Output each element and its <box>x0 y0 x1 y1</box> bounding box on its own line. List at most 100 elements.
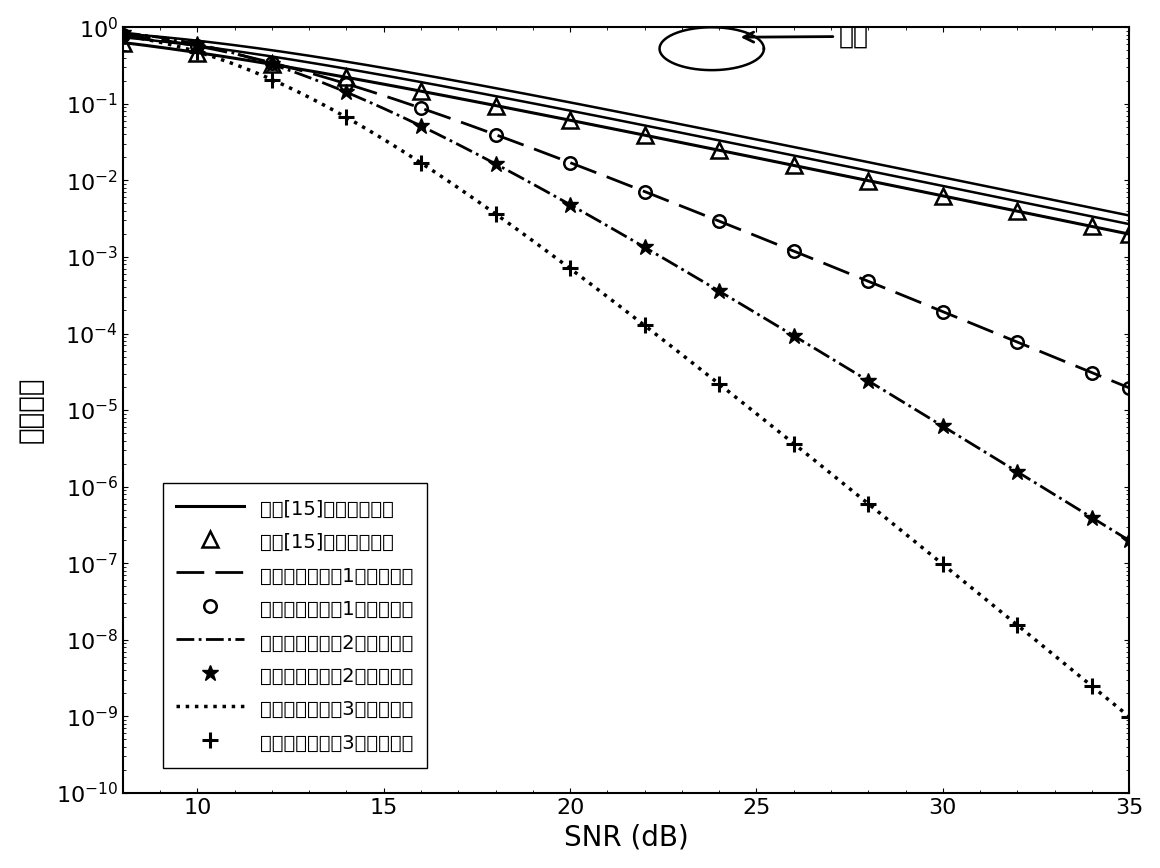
所提方案基数为1时的精确值 <box>919 299 933 310</box>
文献[15]方案的精确值 <box>919 187 933 198</box>
文献[15]方案的模拟值 <box>1010 206 1024 216</box>
文献[15]方案的精确值 <box>523 107 537 117</box>
所提方案基数为1时的模拟值 <box>264 57 278 68</box>
所提方案基数为3时的模拟值 <box>190 47 204 57</box>
文献[15]方案的精确值 <box>1122 229 1136 240</box>
所提方案基数为1时的模拟值 <box>1010 337 1024 347</box>
所提方案基数为3时的模拟值 <box>638 320 652 331</box>
所提方案基数为1时的模拟值 <box>861 276 875 286</box>
所提方案基数为2时的模拟值 <box>1122 536 1136 546</box>
所提方案基数为2时的模拟值 <box>1010 467 1024 477</box>
所提方案基数为1时的精确值 <box>807 254 821 265</box>
所提方案基数为1时的精确值 <box>523 142 537 153</box>
所提方案基数为2时的模拟值 <box>414 121 428 131</box>
所提方案基数为3时的精确值 <box>900 530 914 541</box>
所提方案基数为3时的精确值 <box>559 260 573 271</box>
文献[15]方案的模拟值 <box>190 48 204 58</box>
所提方案基数为2时的模拟值 <box>936 421 950 431</box>
所提方案基数为1时的模拟值 <box>414 103 428 114</box>
Line: 所提方案基数为2时的精确值: 所提方案基数为2时的精确值 <box>123 33 1129 541</box>
所提方案基数为2时的模拟值 <box>861 376 875 386</box>
文献[15]方案的精确值 <box>807 164 821 174</box>
所提方案基数为1时的模拟值 <box>563 157 577 168</box>
所提方案基数为3时的模拟值 <box>414 158 428 168</box>
所提方案基数为3时的模拟值 <box>861 498 875 509</box>
所提方案基数为1时的模拟值 <box>340 79 354 89</box>
所提方案基数为2时的精确值 <box>807 343 821 353</box>
所提方案基数为2时的模拟值 <box>340 87 354 97</box>
Legend: 文献[15]方案的精确值, 文献[15]方案的模拟值, 所提方案基数为1时的精确值, 所提方案基数为1时的模拟值, 所提方案基数为2时的精确值, 所提方案基数为: 文献[15]方案的精确值, 文献[15]方案的模拟值, 所提方案基数为1时的精确… <box>162 483 427 768</box>
文献[15]方案的精确值 <box>900 183 914 194</box>
所提方案基数为3时的模拟值 <box>1010 620 1024 630</box>
所提方案基数为3时的精确值 <box>116 30 130 41</box>
所提方案基数为2时的模拟值 <box>638 242 652 253</box>
所提方案基数为3时的模拟值 <box>264 75 278 85</box>
文献[15]方案的模拟值 <box>712 145 726 155</box>
所提方案基数为2时的精确值 <box>1122 536 1136 546</box>
所提方案基数为1时的模拟值 <box>1085 367 1099 378</box>
所提方案基数为2时的模拟值 <box>190 39 204 49</box>
文献[15]方案的模拟值 <box>638 130 652 141</box>
所提方案基数为1时的精确值 <box>116 30 130 40</box>
所提方案基数为3时的精确值 <box>218 56 232 66</box>
文献[15]方案的模拟值 <box>861 175 875 186</box>
所提方案基数为1时的模拟值 <box>1122 383 1136 393</box>
文献[15]方案的模拟值 <box>340 72 354 82</box>
文献[15]方案的模拟值 <box>936 191 950 201</box>
所提方案基数为1时的模拟值 <box>190 41 204 51</box>
所提方案基数为1时的精确值 <box>1122 383 1136 393</box>
所提方案基数为1时的模拟值 <box>488 129 502 140</box>
文献[15]方案的模拟值 <box>488 101 502 111</box>
所提方案基数为1时的精确值 <box>559 156 573 167</box>
所提方案基数为3时的模拟值 <box>786 438 800 449</box>
所提方案基数为2时的精确值 <box>523 177 537 187</box>
所提方案基数为2时的模拟值 <box>786 331 800 341</box>
所提方案基数为2时的模拟值 <box>488 159 502 169</box>
所提方案基数为1时的模拟值 <box>936 306 950 317</box>
所提方案基数为3时的模拟值 <box>1122 712 1136 722</box>
Line: 所提方案基数为1时的精确值: 所提方案基数为1时的精确值 <box>123 35 1129 388</box>
所提方案基数为1时的精确值 <box>900 292 914 302</box>
所提方案基数为3时的模拟值 <box>712 378 726 389</box>
所提方案基数为3时的精确值 <box>807 455 821 465</box>
Line: 文献[15]方案的模拟值: 文献[15]方案的模拟值 <box>115 35 1137 241</box>
所提方案基数为2时的模拟值 <box>116 28 130 38</box>
所提方案基数为1时的模拟值 <box>638 187 652 197</box>
所提方案基数为1时的模拟值 <box>712 216 726 227</box>
Line: 文献[15]方案的精确值: 文献[15]方案的精确值 <box>123 43 1129 234</box>
文献[15]方案的模拟值 <box>786 161 800 171</box>
Line: 所提方案基数为2时的模拟值: 所提方案基数为2时的模拟值 <box>115 24 1138 549</box>
Line: 所提方案基数为3时的精确值: 所提方案基数为3时的精确值 <box>123 36 1129 717</box>
所提方案基数为3时的模拟值 <box>936 559 950 569</box>
Y-axis label: 中断概率: 中断概率 <box>16 377 45 444</box>
所提方案基数为3时的精确值 <box>919 545 933 556</box>
所提方案基数为2时的模拟值 <box>712 286 726 296</box>
文献[15]方案的模拟值 <box>1122 229 1136 240</box>
所提方案基数为2时的精确值 <box>559 197 573 207</box>
文献[15]方案的模拟值 <box>1085 221 1099 232</box>
所提方案基数为3时的模拟值 <box>488 208 502 219</box>
Text: 上界: 上界 <box>744 24 869 49</box>
所提方案基数为2时的精确值 <box>919 411 933 421</box>
所提方案基数为2时的精确值 <box>116 28 130 38</box>
所提方案基数为2时的精确值 <box>218 46 232 56</box>
所提方案基数为2时的模拟值 <box>563 200 577 210</box>
所提方案基数为1时的精确值 <box>218 47 232 57</box>
所提方案基数为3时的模拟值 <box>340 112 354 122</box>
所提方案基数为2时的精确值 <box>900 399 914 410</box>
文献[15]方案的精确值 <box>559 115 573 125</box>
所提方案基数为1时的模拟值 <box>786 246 800 256</box>
文献[15]方案的模拟值 <box>563 115 577 126</box>
所提方案基数为1时的模拟值 <box>116 30 130 40</box>
所提方案基数为3时的模拟值 <box>1085 681 1099 691</box>
所提方案基数为3时的精确值 <box>1122 712 1136 722</box>
文献[15]方案的精确值 <box>218 51 232 62</box>
所提方案基数为3时的精确值 <box>523 233 537 244</box>
所提方案基数为2时的模拟值 <box>1085 512 1099 523</box>
所提方案基数为3时的模拟值 <box>116 30 130 41</box>
所提方案基数为2时的模拟值 <box>264 59 278 69</box>
文献[15]方案的模拟值 <box>414 86 428 96</box>
文献[15]方案的模拟值 <box>264 59 278 69</box>
文献[15]方案的精确值 <box>116 37 130 48</box>
Line: 所提方案基数为3时的模拟值: 所提方案基数为3时的模拟值 <box>115 28 1137 724</box>
